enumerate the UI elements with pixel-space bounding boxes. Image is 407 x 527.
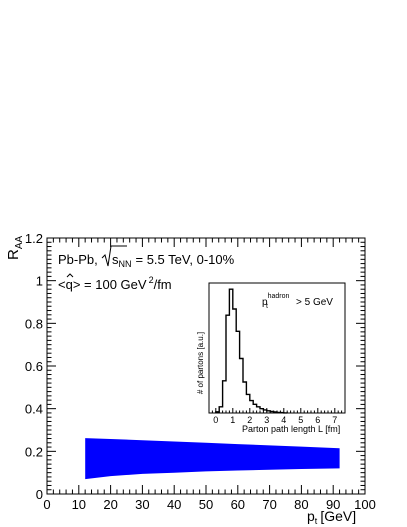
x-tick-label: 30 [135, 497, 149, 512]
x-axis-title-main: p [307, 508, 315, 524]
annotation-collision: Pb-Pb, [58, 252, 98, 267]
y-axis-title: RAA [5, 235, 25, 260]
annotation-collision-rest: = 5.5 TeV, 0-10% [136, 252, 235, 267]
inset-x-tick-label: 6 [315, 415, 320, 425]
annotation-qhat-rhs: > = 100 GeV [73, 277, 147, 292]
inset-cut-rest: > 5 GeV [296, 297, 333, 308]
x-tick-label: 50 [199, 497, 213, 512]
x-tick-label: 20 [103, 497, 117, 512]
main-y-ticks [47, 237, 365, 495]
inset-x-tick-label: 3 [264, 415, 269, 425]
annotation-qhat-sup: 2 [149, 275, 154, 285]
y-tick-label: 0.4 [25, 402, 43, 417]
inset-x-tick-label: 0 [213, 415, 218, 425]
annotation-collision-energy: sNN = 5.5 TeV, 0-10% [112, 252, 235, 269]
x-tick-label: 0 [43, 497, 50, 512]
main-plot: 0 10 20 30 40 50 60 70 80 90 100 00.20.40.60.811.2… [5, 231, 376, 526]
x-axis-title: pt [GeV] [307, 508, 356, 526]
inset-x-tick-label: 7 [332, 415, 337, 425]
inset-cut-label: phadron [262, 293, 289, 308]
qhat-hat-symbol [66, 273, 74, 278]
annotation-qhat-q: q [66, 277, 73, 292]
inset-x-tick-label: 1 [230, 415, 235, 425]
y-tick-label: 0.2 [25, 444, 43, 459]
y-axis-title-main: R [5, 249, 22, 260]
y-tick-label: 0 [36, 487, 43, 502]
inset-plot: 0 1 2 3 4 5 6 7 Parton path length L [fm] # of … [196, 282, 346, 434]
x-tick-label: 90 [326, 497, 340, 512]
main-x-tick-labels: 0 10 20 30 40 50 60 70 80 90 100 [43, 497, 375, 512]
main-y-tick-labels: 0 0.2 0.4 0.6 0.8 1 1.2 [25, 231, 43, 502]
inset-y-axis-title: # of partons [a.u.] [196, 332, 205, 394]
x-tick-label: 10 [72, 497, 86, 512]
x-tick-label: 40 [167, 497, 181, 512]
y-tick-label: 1 [36, 274, 43, 289]
y-axis-title-sub: AA [14, 235, 25, 249]
annotation-qhat-unit: /fm [154, 277, 172, 292]
x-tick-label: 70 [262, 497, 276, 512]
annotation-s-sub: NN [119, 259, 132, 269]
x-tick-label: 80 [294, 497, 308, 512]
sqrt-symbol [101, 245, 127, 267]
inset-x-tick-label: 2 [247, 415, 252, 425]
inset-x-tick-label: 4 [281, 415, 286, 425]
y-tick-label: 0.8 [25, 316, 43, 331]
inset-cut-p: p [262, 297, 268, 308]
inset-background [209, 283, 345, 413]
inset-x-tick-labels: 0 1 2 3 4 5 6 7 [213, 415, 337, 425]
annotation-qhat-lhs: < [58, 277, 66, 292]
x-tick-label: 60 [231, 497, 245, 512]
inset-cut-sup: hadron [268, 293, 290, 300]
main-x-ticks [46, 238, 366, 494]
inset-x-axis-title: Parton path length L [fm] [242, 424, 340, 434]
annotation-collision-prefix: Pb-Pb, [58, 252, 98, 267]
x-tick-label: 100 [354, 497, 376, 512]
x-axis-title-unit: [GeV] [320, 508, 356, 524]
x-axis-title-sub: t [315, 516, 318, 526]
raa-band [85, 438, 340, 480]
annotation-s: s [112, 252, 119, 267]
annotation-qhat: <q> = 100 GeV 2/fm [58, 275, 172, 292]
inset-cut-sub: t [266, 303, 268, 310]
inset-x-tick-label: 5 [298, 415, 303, 425]
y-tick-label: 0.6 [25, 359, 43, 374]
inset-x-ticks [208, 408, 343, 413]
y-tick-label: 1.2 [25, 231, 43, 246]
path-length-histogram [215, 288, 288, 414]
